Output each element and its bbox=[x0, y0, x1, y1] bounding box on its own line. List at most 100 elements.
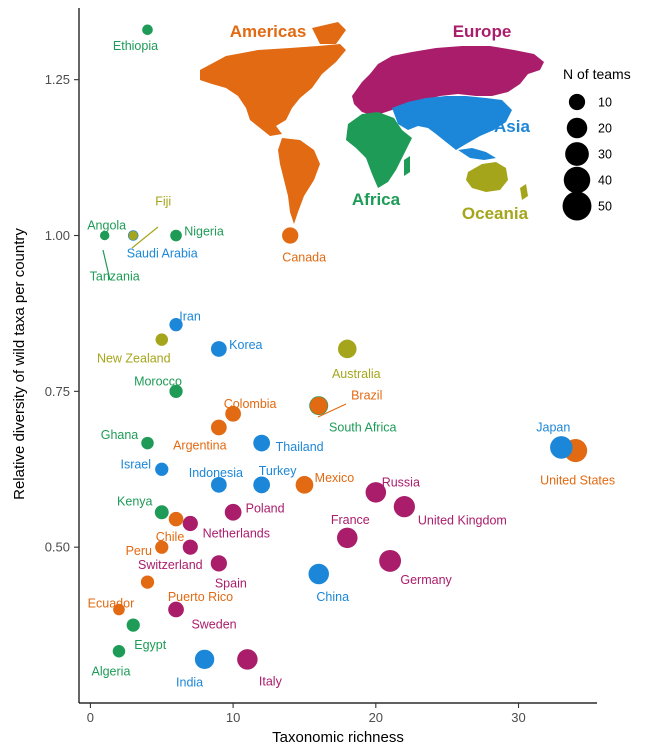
point-algeria bbox=[112, 645, 126, 658]
label-nigeria: Nigeria bbox=[184, 225, 224, 239]
point-japan bbox=[550, 436, 573, 459]
point-puerto-rico bbox=[140, 575, 155, 589]
label-italy: Italy bbox=[259, 674, 283, 688]
point-italy bbox=[237, 649, 258, 670]
point-sweden bbox=[168, 601, 184, 618]
x-tick-label: 10 bbox=[226, 710, 240, 725]
map-africa bbox=[346, 112, 412, 188]
label-israel: Israel bbox=[120, 457, 151, 471]
label-puerto-rico: Puerto Rico bbox=[168, 590, 233, 604]
world-map-inset bbox=[200, 22, 544, 224]
leader-fiji bbox=[131, 226, 159, 249]
point-france bbox=[337, 527, 358, 549]
legend-size-20 bbox=[566, 117, 588, 139]
label-angola: Angola bbox=[87, 219, 126, 233]
x-tick-label: 0 bbox=[87, 710, 94, 725]
point-colombia bbox=[225, 405, 241, 422]
legend-size-30 bbox=[565, 142, 589, 166]
point-iran bbox=[169, 318, 183, 332]
point-tanzania bbox=[100, 230, 110, 241]
label-algeria: Algeria bbox=[91, 664, 130, 678]
label-leader-lines bbox=[102, 226, 347, 418]
label-india: India bbox=[176, 675, 203, 689]
label-ecuador: Ecuador bbox=[88, 597, 135, 611]
leader-tanzania bbox=[102, 249, 111, 281]
point-spain bbox=[210, 555, 227, 572]
label-korea: Korea bbox=[229, 338, 262, 352]
point-mexico bbox=[295, 475, 314, 494]
point-ghana bbox=[141, 436, 154, 450]
legend-size-label: 20 bbox=[598, 122, 612, 136]
point-ecuador bbox=[113, 603, 125, 616]
point-peru bbox=[155, 540, 169, 554]
point-russia bbox=[365, 482, 387, 503]
point-germany bbox=[379, 549, 402, 572]
x-tick-label: 20 bbox=[369, 710, 383, 725]
map-madagascar bbox=[404, 156, 410, 176]
point-thailand bbox=[253, 434, 271, 452]
size-legend: N of teams 10 20 30 40 50 bbox=[562, 66, 631, 221]
label-canada: Canada bbox=[282, 251, 326, 265]
label-chile: Chile bbox=[156, 530, 185, 544]
y-tick-label: 0.75 bbox=[45, 384, 70, 399]
map-asia bbox=[392, 96, 512, 150]
point-new-zealand bbox=[155, 333, 169, 346]
label-morocco: Morocco bbox=[134, 374, 182, 388]
label-new-zealand: New Zealand bbox=[97, 352, 171, 366]
map-australia bbox=[466, 162, 508, 192]
legend-size-40 bbox=[563, 166, 591, 194]
data-points bbox=[100, 24, 588, 670]
label-brazil: Brazil bbox=[351, 389, 382, 403]
y-tick-label: 1.00 bbox=[45, 228, 70, 243]
point-argentina bbox=[210, 419, 227, 436]
label-thailand: Thailand bbox=[276, 440, 324, 454]
label-mexico: Mexico bbox=[315, 471, 355, 485]
y-axis-title: Relative diversity of wild taxa per coun… bbox=[11, 228, 28, 500]
point-indonesia bbox=[210, 476, 227, 493]
label-argentina: Argentina bbox=[173, 438, 227, 452]
point-korea bbox=[210, 341, 227, 357]
label-peru: Peru bbox=[126, 544, 152, 558]
label-switzerland: Switzerland bbox=[138, 558, 203, 572]
label-south-africa: South Africa bbox=[329, 421, 396, 435]
point-israel bbox=[155, 462, 169, 476]
point-australia bbox=[338, 339, 357, 359]
label-poland: Poland bbox=[246, 501, 285, 515]
region-label-americas: Americas bbox=[230, 22, 307, 41]
legend-size-label: 10 bbox=[598, 96, 612, 110]
label-saudi-arabia: Saudi Arabia bbox=[127, 247, 198, 261]
label-ghana: Ghana bbox=[101, 428, 139, 442]
label-colombia: Colombia bbox=[224, 397, 277, 411]
point-egypt bbox=[126, 618, 140, 632]
point-canada bbox=[282, 227, 299, 244]
label-netherlands: Netherlands bbox=[203, 526, 270, 540]
map-americas-north bbox=[200, 44, 346, 136]
point-poland bbox=[224, 503, 242, 521]
map-new-zealand bbox=[520, 184, 528, 200]
label-japan: Japan bbox=[536, 420, 570, 434]
point-ethiopia bbox=[142, 24, 153, 36]
legend-size-50 bbox=[562, 191, 592, 221]
region-label-asia: Asia bbox=[494, 117, 530, 136]
point-kenya bbox=[154, 505, 169, 520]
point-fiji bbox=[128, 230, 138, 241]
point-morocco bbox=[169, 384, 183, 398]
legend-size-label: 40 bbox=[598, 174, 612, 188]
point-turkey bbox=[253, 476, 271, 494]
point-nigeria bbox=[170, 229, 182, 242]
label-ethiopia: Ethiopia bbox=[113, 39, 158, 53]
map-greenland bbox=[312, 22, 346, 44]
label-turkey: Turkey bbox=[259, 464, 297, 478]
point-chile bbox=[168, 511, 184, 527]
legend-size-label: 50 bbox=[598, 200, 612, 214]
label-australia: Australia bbox=[332, 367, 381, 381]
y-ticks: 0.50 0.75 1.00 1.25 bbox=[45, 72, 79, 555]
point-united-kingdom bbox=[393, 496, 415, 518]
y-tick-label: 1.25 bbox=[45, 72, 70, 87]
label-kenya: Kenya bbox=[117, 494, 152, 508]
label-germany: Germany bbox=[400, 573, 452, 587]
label-iran: Iran bbox=[179, 310, 201, 324]
label-russia: Russia bbox=[382, 475, 420, 489]
point-brazil bbox=[309, 396, 328, 415]
